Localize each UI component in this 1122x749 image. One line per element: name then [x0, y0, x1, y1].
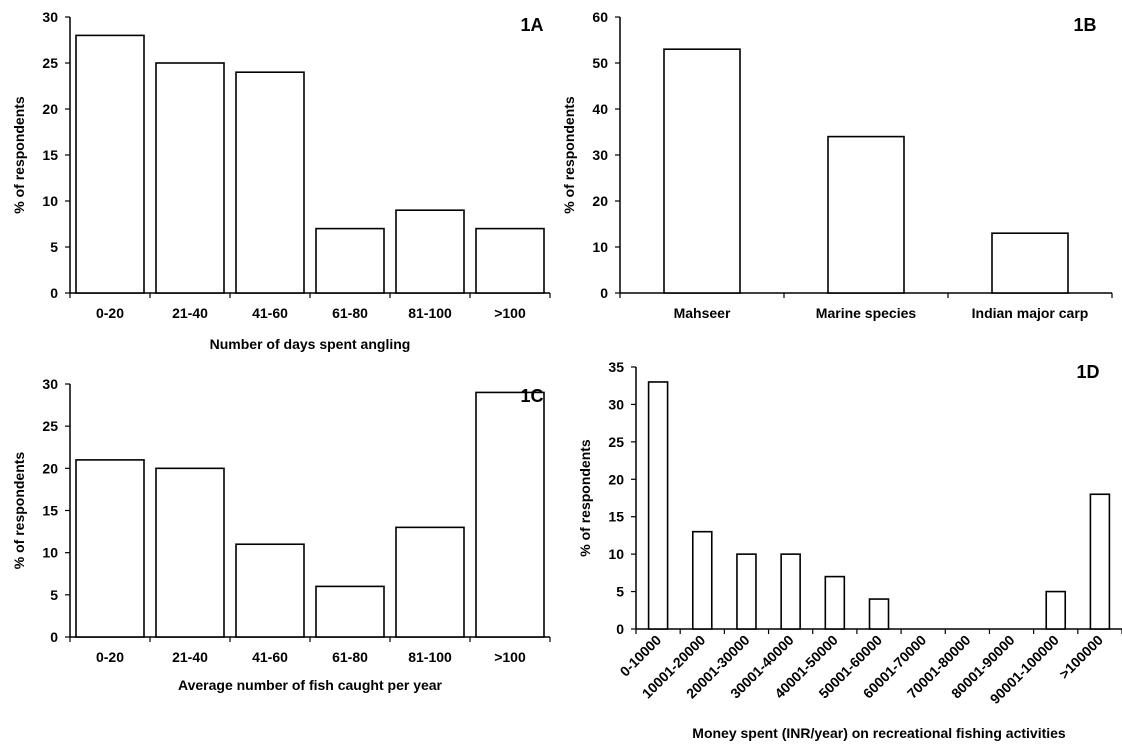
panel-1A: 0 5 10 15 20 25 30 0-20 21-40 41-60 61-80 81-100 >10…	[11, 9, 551, 352]
panel-1D: 051015202530350-1000010001-2000020001-30…	[577, 359, 1122, 741]
bar	[647, 381, 669, 630]
bar	[475, 227, 545, 294]
y-tick-label: 25	[42, 418, 58, 434]
x-tick-label: Marine species	[816, 305, 917, 321]
x-tick-label: 61-80	[332, 305, 368, 321]
x-tick-label: Mahseer	[674, 305, 731, 321]
y-tick-label: 50	[592, 55, 608, 71]
y-tick-label: 0	[50, 629, 58, 645]
x-tick-label: 81-100	[408, 305, 452, 321]
x-axis-title: Money spent (INR/year) on recreational f…	[692, 725, 1066, 741]
y-tick-label: 15	[608, 509, 624, 525]
y-tick-label: 0	[600, 285, 608, 301]
bar	[691, 530, 713, 630]
x-tick-label: >100	[494, 305, 526, 321]
y-tick-label: 10	[42, 545, 58, 561]
panel-label: 1C	[520, 386, 543, 406]
y-tick-label: 20	[592, 193, 608, 209]
bar	[235, 71, 305, 294]
y-tick-label: 60	[592, 9, 608, 25]
y-tick-label: 10	[592, 239, 608, 255]
panel-1C: 0 5 10 15 20 25 30 0-20 21-40 41-60 61-80 81-100 >10…	[11, 376, 551, 693]
x-tick-label: Indian major carp	[972, 305, 1089, 321]
x-axis-title: Average number of fish caught per year	[178, 677, 443, 693]
bar	[868, 598, 890, 630]
bar	[155, 62, 225, 294]
bar	[235, 543, 305, 638]
x-tick-label: 0-20	[96, 649, 124, 665]
bar	[1045, 590, 1067, 630]
bar	[827, 135, 905, 294]
y-tick-label: 10	[608, 546, 624, 562]
bar	[663, 48, 741, 294]
panel-label: 1D	[1076, 362, 1099, 382]
x-tick-label: 81-100	[408, 649, 452, 665]
bar	[736, 553, 757, 630]
y-axis-title: % of respondents	[11, 96, 27, 214]
x-tick-label: 61-80	[332, 649, 368, 665]
x-tick-label: 21-40	[172, 649, 208, 665]
bar	[780, 553, 801, 630]
bar	[1089, 493, 1111, 630]
bar	[991, 232, 1069, 294]
bar	[75, 34, 145, 294]
y-axis-title: % of respondents	[561, 96, 577, 214]
y-tick-label: 5	[50, 239, 58, 255]
bar	[315, 585, 385, 638]
bar	[155, 467, 225, 638]
y-tick-label: 30	[592, 147, 608, 163]
x-tick-label: 41-60	[252, 305, 288, 321]
y-tick-label: 25	[608, 434, 624, 450]
bar	[475, 391, 545, 638]
y-axis-title: % of respondents	[11, 452, 27, 570]
y-tick-label: 30	[42, 9, 58, 25]
y-tick-label: 5	[50, 587, 58, 603]
y-tick-label: 10	[42, 193, 58, 209]
y-tick-label: 0	[50, 285, 58, 301]
panel-label: 1A	[520, 15, 543, 35]
bar	[75, 459, 145, 638]
x-tick-label: >100	[494, 649, 526, 665]
bar	[395, 209, 465, 294]
x-tick-label: 0-20	[96, 305, 124, 321]
y-tick-label: 0	[616, 621, 624, 637]
y-tick-label: 30	[608, 396, 624, 412]
x-tick-label: 41-60	[252, 649, 288, 665]
x-tick-label: 21-40	[172, 305, 208, 321]
y-tick-label: 20	[42, 460, 58, 476]
y-tick-label: 5	[616, 584, 624, 600]
y-axis-title: % of respondents	[577, 439, 593, 557]
x-tick-label: >100000	[1056, 632, 1106, 682]
y-tick-label: 15	[42, 147, 58, 163]
x-axis-title: Number of days spent angling	[210, 336, 411, 352]
bar	[395, 526, 465, 638]
y-tick-label: 30	[42, 376, 58, 392]
bar	[824, 575, 846, 630]
y-tick-label: 20	[42, 101, 58, 117]
y-tick-label: 25	[42, 55, 58, 71]
y-tick-label: 35	[608, 359, 624, 375]
y-tick-label: 15	[42, 503, 58, 519]
y-tick-label: 40	[592, 101, 608, 117]
panel-1B: 0 10 20 30 40 50 60 Mahseer Marine species Indian…	[561, 9, 1113, 321]
panel-label: 1B	[1073, 15, 1096, 35]
y-tick-label: 20	[608, 471, 624, 487]
bar	[315, 227, 385, 294]
